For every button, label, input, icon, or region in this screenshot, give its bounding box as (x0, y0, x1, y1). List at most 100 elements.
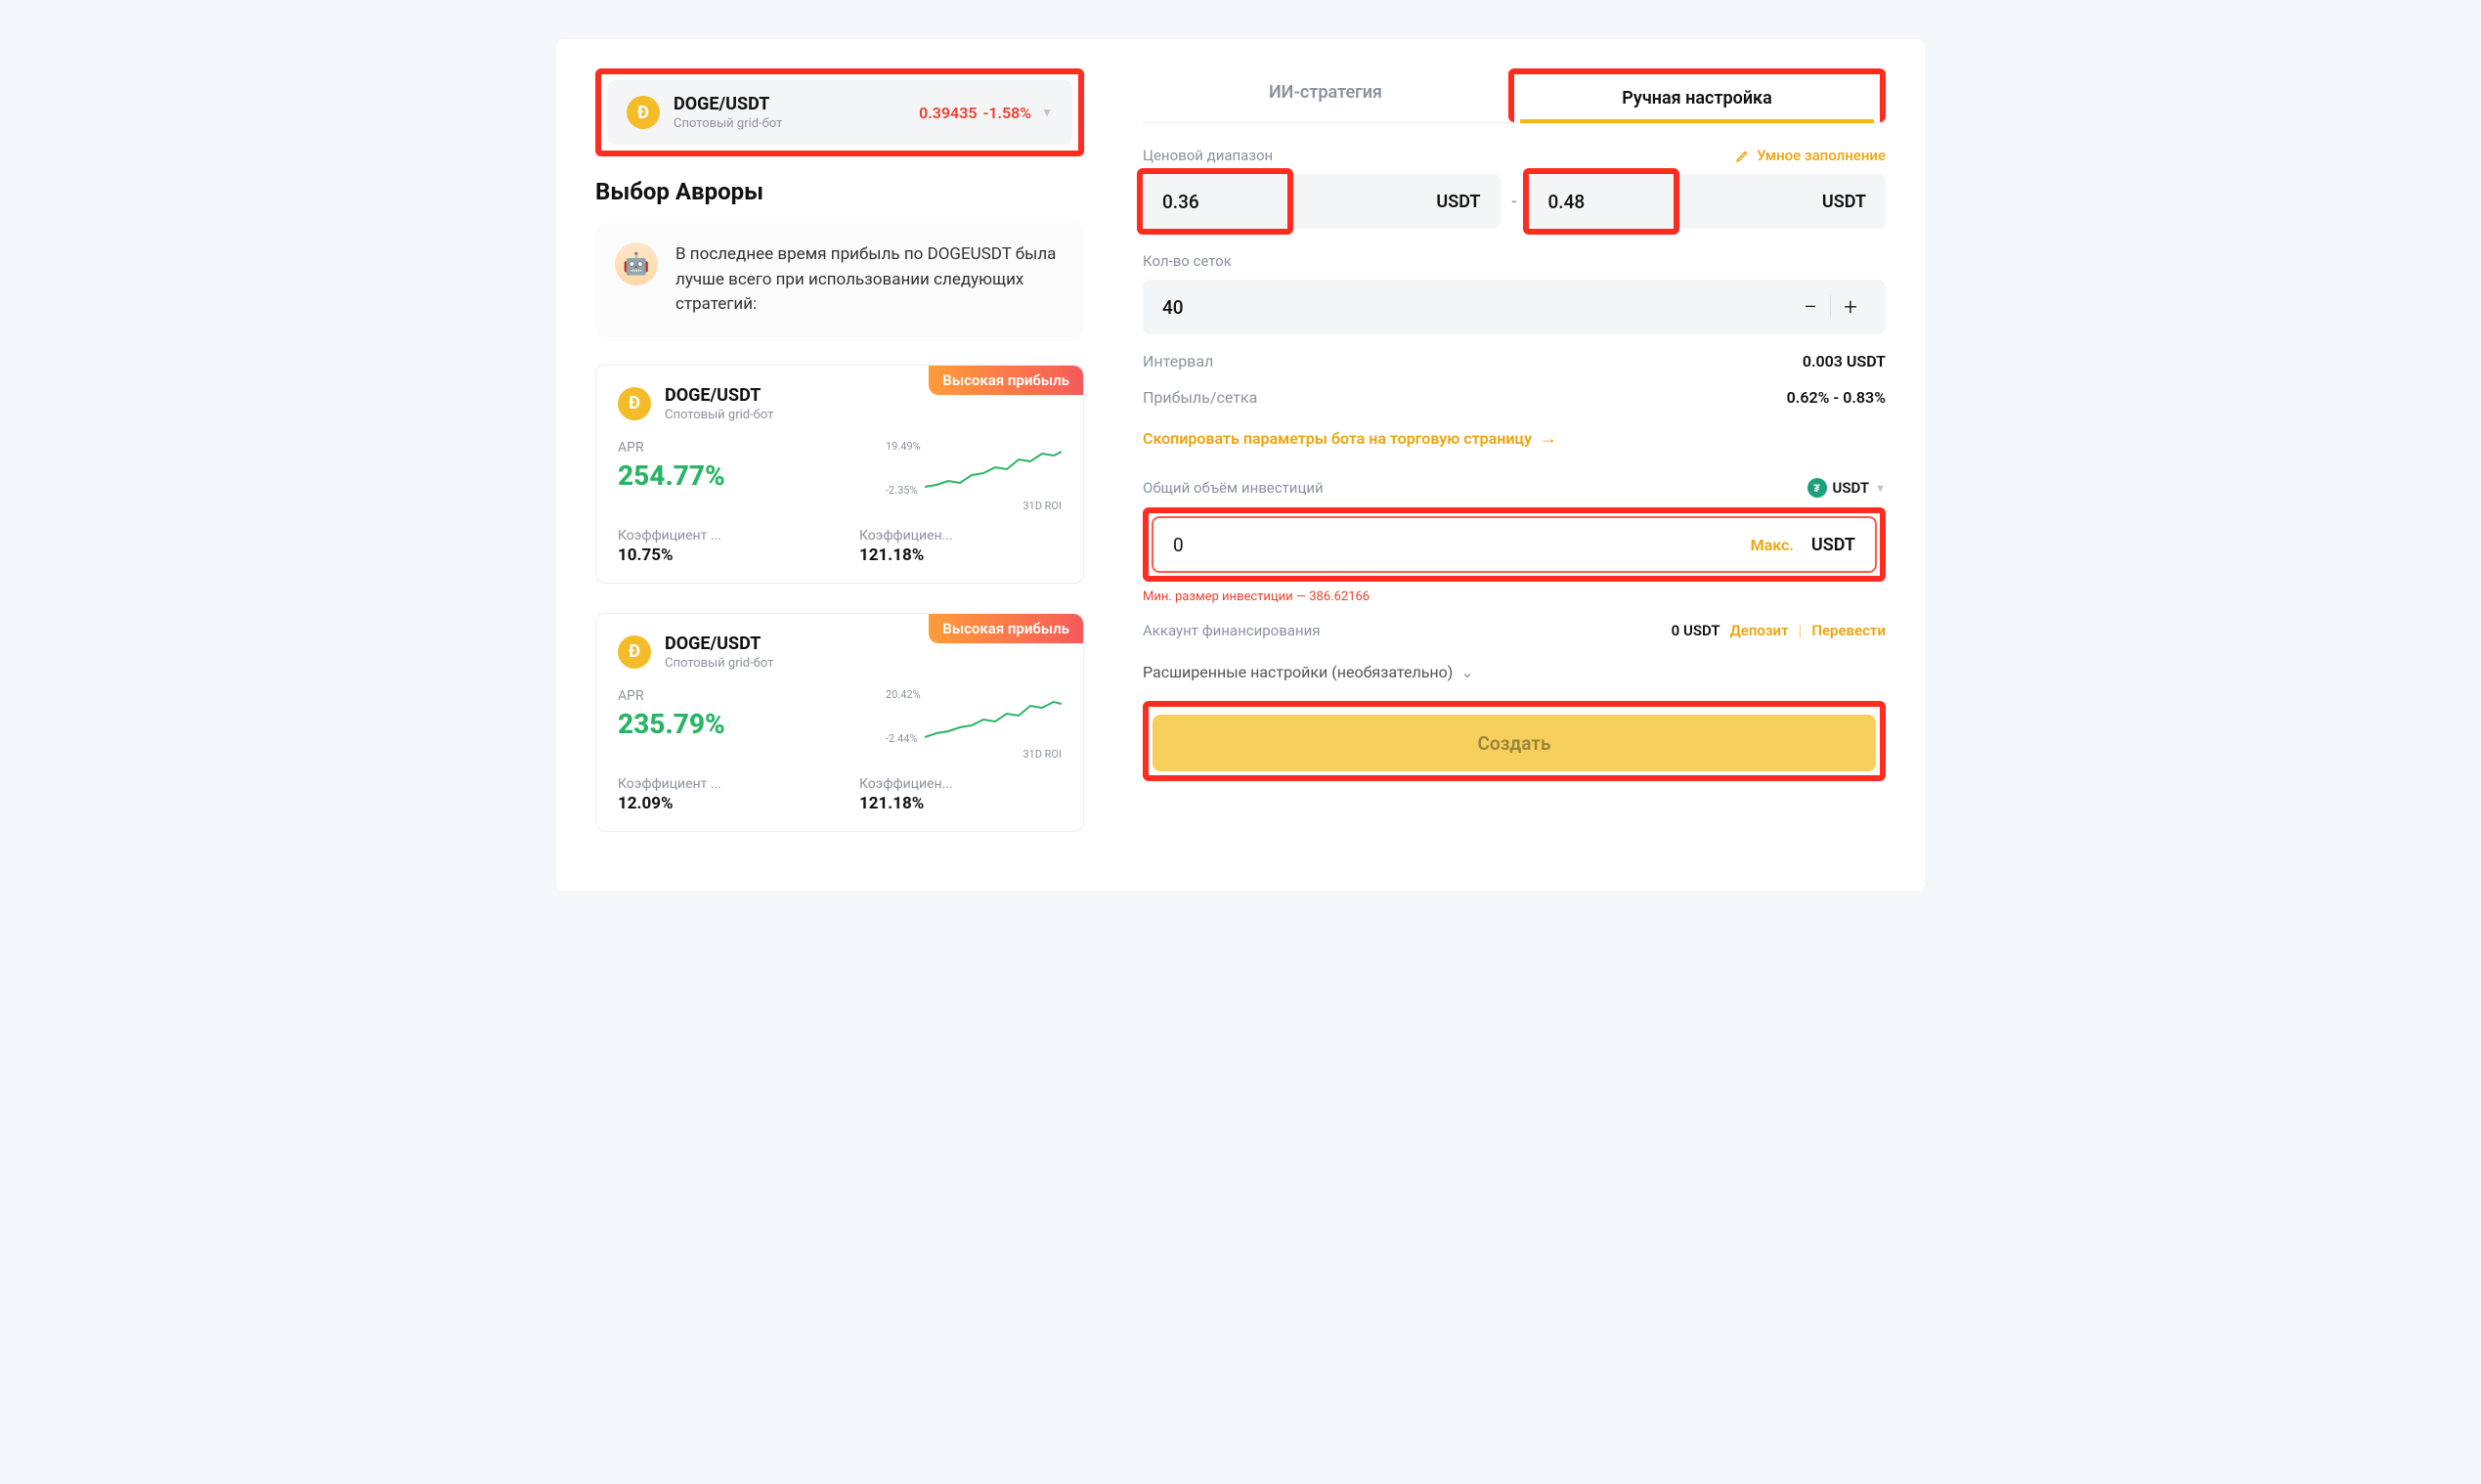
pair-symbol: DOGE/USDT (674, 94, 782, 114)
robot-icon: 🤖 (615, 242, 658, 285)
grids-label: Кол-во сеток (1143, 252, 1886, 270)
coef2-value: 121.18% (859, 546, 1062, 565)
profit-grid-label: Прибыль/сетка (1143, 388, 1257, 407)
chart-min: -2.44% (886, 732, 918, 745)
high-profit-badge: Высокая прибыль (929, 614, 1083, 643)
chart-min: -2.35% (886, 484, 918, 497)
pair-selector[interactable]: Ð DOGE/USDT Спотовый grid-бот 0.39435 -1… (607, 80, 1072, 145)
doge-coin-icon: Ð (618, 635, 651, 669)
create-button-highlight: Создать (1143, 701, 1886, 781)
funding-balance: 0 USDT (1672, 622, 1720, 639)
link-separator: | (1799, 622, 1803, 639)
apr-label: APR (618, 688, 856, 704)
copy-params-link[interactable]: Скопировать параметры бота на торговую с… (1143, 428, 1886, 449)
interval-label: Интервал (1143, 352, 1213, 371)
apr-value: 235.79% (618, 708, 856, 740)
price-low-value: 0.36 (1162, 191, 1436, 213)
roi-sparkline: 19.49% -2.35% 31D ROI (886, 440, 1062, 508)
stepper-divider (1830, 295, 1831, 319)
coef1-value: 12.09% (618, 794, 820, 813)
advanced-settings-label: Расширенные настройки (необязательно) (1143, 663, 1453, 681)
aurora-section-title: Выбор Авроры (595, 178, 1084, 205)
smart-fill-button[interactable]: Умное заполнение (1735, 147, 1886, 164)
currency-label: USDT (1833, 479, 1870, 497)
strategy-card[interactable]: Высокая прибыль Ð DOGE/USDT Спотовый gri… (595, 365, 1084, 584)
doge-coin-icon: Ð (627, 96, 660, 129)
interval-value: 0.003 USDT (1803, 352, 1886, 371)
tab-manual-label: Ручная настройка (1622, 88, 1772, 109)
card-pair: DOGE/USDT (665, 385, 773, 406)
investment-value: 0 (1173, 534, 1751, 556)
investment-unit: USDT (1811, 535, 1855, 555)
profit-grid-value: 0.62% - 0.83% (1787, 388, 1886, 407)
chart-max: 20.42% (886, 688, 921, 701)
price-high-input[interactable]: 0.48 USDT (1529, 174, 1887, 229)
chevron-down-icon: ▼ (1041, 106, 1053, 119)
pair-change: -1.58% (982, 104, 1031, 122)
range-dash: - (1512, 192, 1517, 212)
left-panel: Ð DOGE/USDT Спотовый grid-бот 0.39435 -1… (595, 68, 1084, 861)
usdt-icon: ₮ (1807, 478, 1827, 498)
strategy-card[interactable]: Высокая прибыль Ð DOGE/USDT Спотовый gri… (595, 613, 1084, 832)
price-low-unit: USDT (1436, 192, 1480, 212)
pair-info: Ð DOGE/USDT Спотовый grid-бот (627, 94, 782, 131)
smart-fill-label: Умное заполнение (1757, 147, 1886, 164)
card-sub: Спотовый grid-бот (665, 408, 773, 422)
robot-hint-text: В последнее время прибыль по DOGEUSDT бы… (675, 242, 1065, 318)
price-low-input[interactable]: 0.36 USDT (1143, 174, 1501, 229)
advanced-settings-toggle[interactable]: Расширенные настройки (необязательно) ⌄ (1143, 663, 1886, 681)
chart-max: 19.49% (886, 440, 921, 453)
apr-value: 254.77% (618, 459, 856, 492)
sparkline-icon (925, 694, 1062, 743)
tab-manual-highlight: Ручная настройка (1508, 68, 1886, 122)
copy-params-label: Скопировать параметры бота на торговую с… (1143, 429, 1532, 448)
create-button[interactable]: Создать (1153, 715, 1876, 771)
currency-selector[interactable]: ₮ USDT ▼ (1807, 478, 1886, 498)
chevron-down-icon: ⌄ (1460, 663, 1473, 681)
coef1-label: Коэффициент ... (618, 528, 745, 544)
roi-sparkline: 20.42% -2.44% 31D ROI (886, 688, 1062, 757)
card-sub: Спотовый grid-бот (665, 656, 773, 671)
chart-period: 31D ROI (1023, 748, 1062, 761)
pair-subtitle: Спотовый grid-бот (674, 116, 782, 131)
price-high-value: 0.48 (1548, 191, 1822, 213)
investment-label: Общий объём инвестиций (1143, 479, 1324, 497)
investment-highlight: 0 Макс. USDT (1143, 507, 1886, 582)
grids-plus-button[interactable]: + (1835, 293, 1866, 321)
strategy-tabs: ИИ-стратегия Ручная настройка (1143, 68, 1886, 123)
card-pair: DOGE/USDT (665, 633, 773, 654)
deposit-link[interactable]: Депозит (1730, 622, 1789, 639)
apr-label: APR (618, 440, 856, 456)
chevron-down-icon: ▼ (1875, 482, 1886, 495)
doge-coin-icon: Ð (618, 387, 651, 420)
coef2-label: Коэффициен... (859, 776, 986, 792)
price-range-row: 0.36 USDT - 0.48 USDT (1143, 174, 1886, 229)
app-root: Ð DOGE/USDT Спотовый grid-бот 0.39435 -1… (556, 39, 1925, 891)
sparkline-icon (925, 446, 1062, 495)
grids-stepper[interactable]: 40 − + (1143, 280, 1886, 334)
price-high-unit: USDT (1822, 192, 1866, 212)
chart-period: 31D ROI (1023, 500, 1062, 512)
grids-minus-button[interactable]: − (1795, 293, 1826, 321)
tab-ai-strategy[interactable]: ИИ-стратегия (1143, 68, 1508, 122)
arrow-right-icon: → (1540, 428, 1557, 449)
pair-price: 0.39435 (919, 104, 977, 122)
coef1-value: 10.75% (618, 546, 820, 565)
right-panel: ИИ-стратегия Ручная настройка Ценовой ди… (1143, 68, 1886, 861)
pair-header-highlight: Ð DOGE/USDT Спотовый grid-бот 0.39435 -1… (595, 68, 1084, 156)
high-profit-badge: Высокая прибыль (929, 366, 1083, 395)
coef2-label: Коэффициен... (859, 528, 986, 544)
min-investment-error: Мин. размер инвестиции — 386.62166 (1143, 589, 1886, 604)
pencil-icon (1735, 148, 1751, 163)
investment-input[interactable]: 0 Макс. USDT (1152, 516, 1877, 573)
grids-value: 40 (1162, 296, 1795, 319)
pair-price-block: 0.39435 -1.58% ▼ (919, 104, 1053, 122)
tab-manual-settings[interactable]: Ручная настройка (1514, 74, 1880, 122)
transfer-link[interactable]: Перевести (1811, 622, 1886, 639)
robot-hint: 🤖 В последнее время прибыль по DOGEUSDT … (595, 223, 1084, 337)
coef2-value: 121.18% (859, 794, 1062, 813)
max-button[interactable]: Макс. (1751, 536, 1794, 554)
tab-underline (1520, 119, 1874, 123)
coef1-label: Коэффициент ... (618, 776, 745, 792)
funding-account-label: Аккаунт финансирования (1143, 622, 1321, 639)
